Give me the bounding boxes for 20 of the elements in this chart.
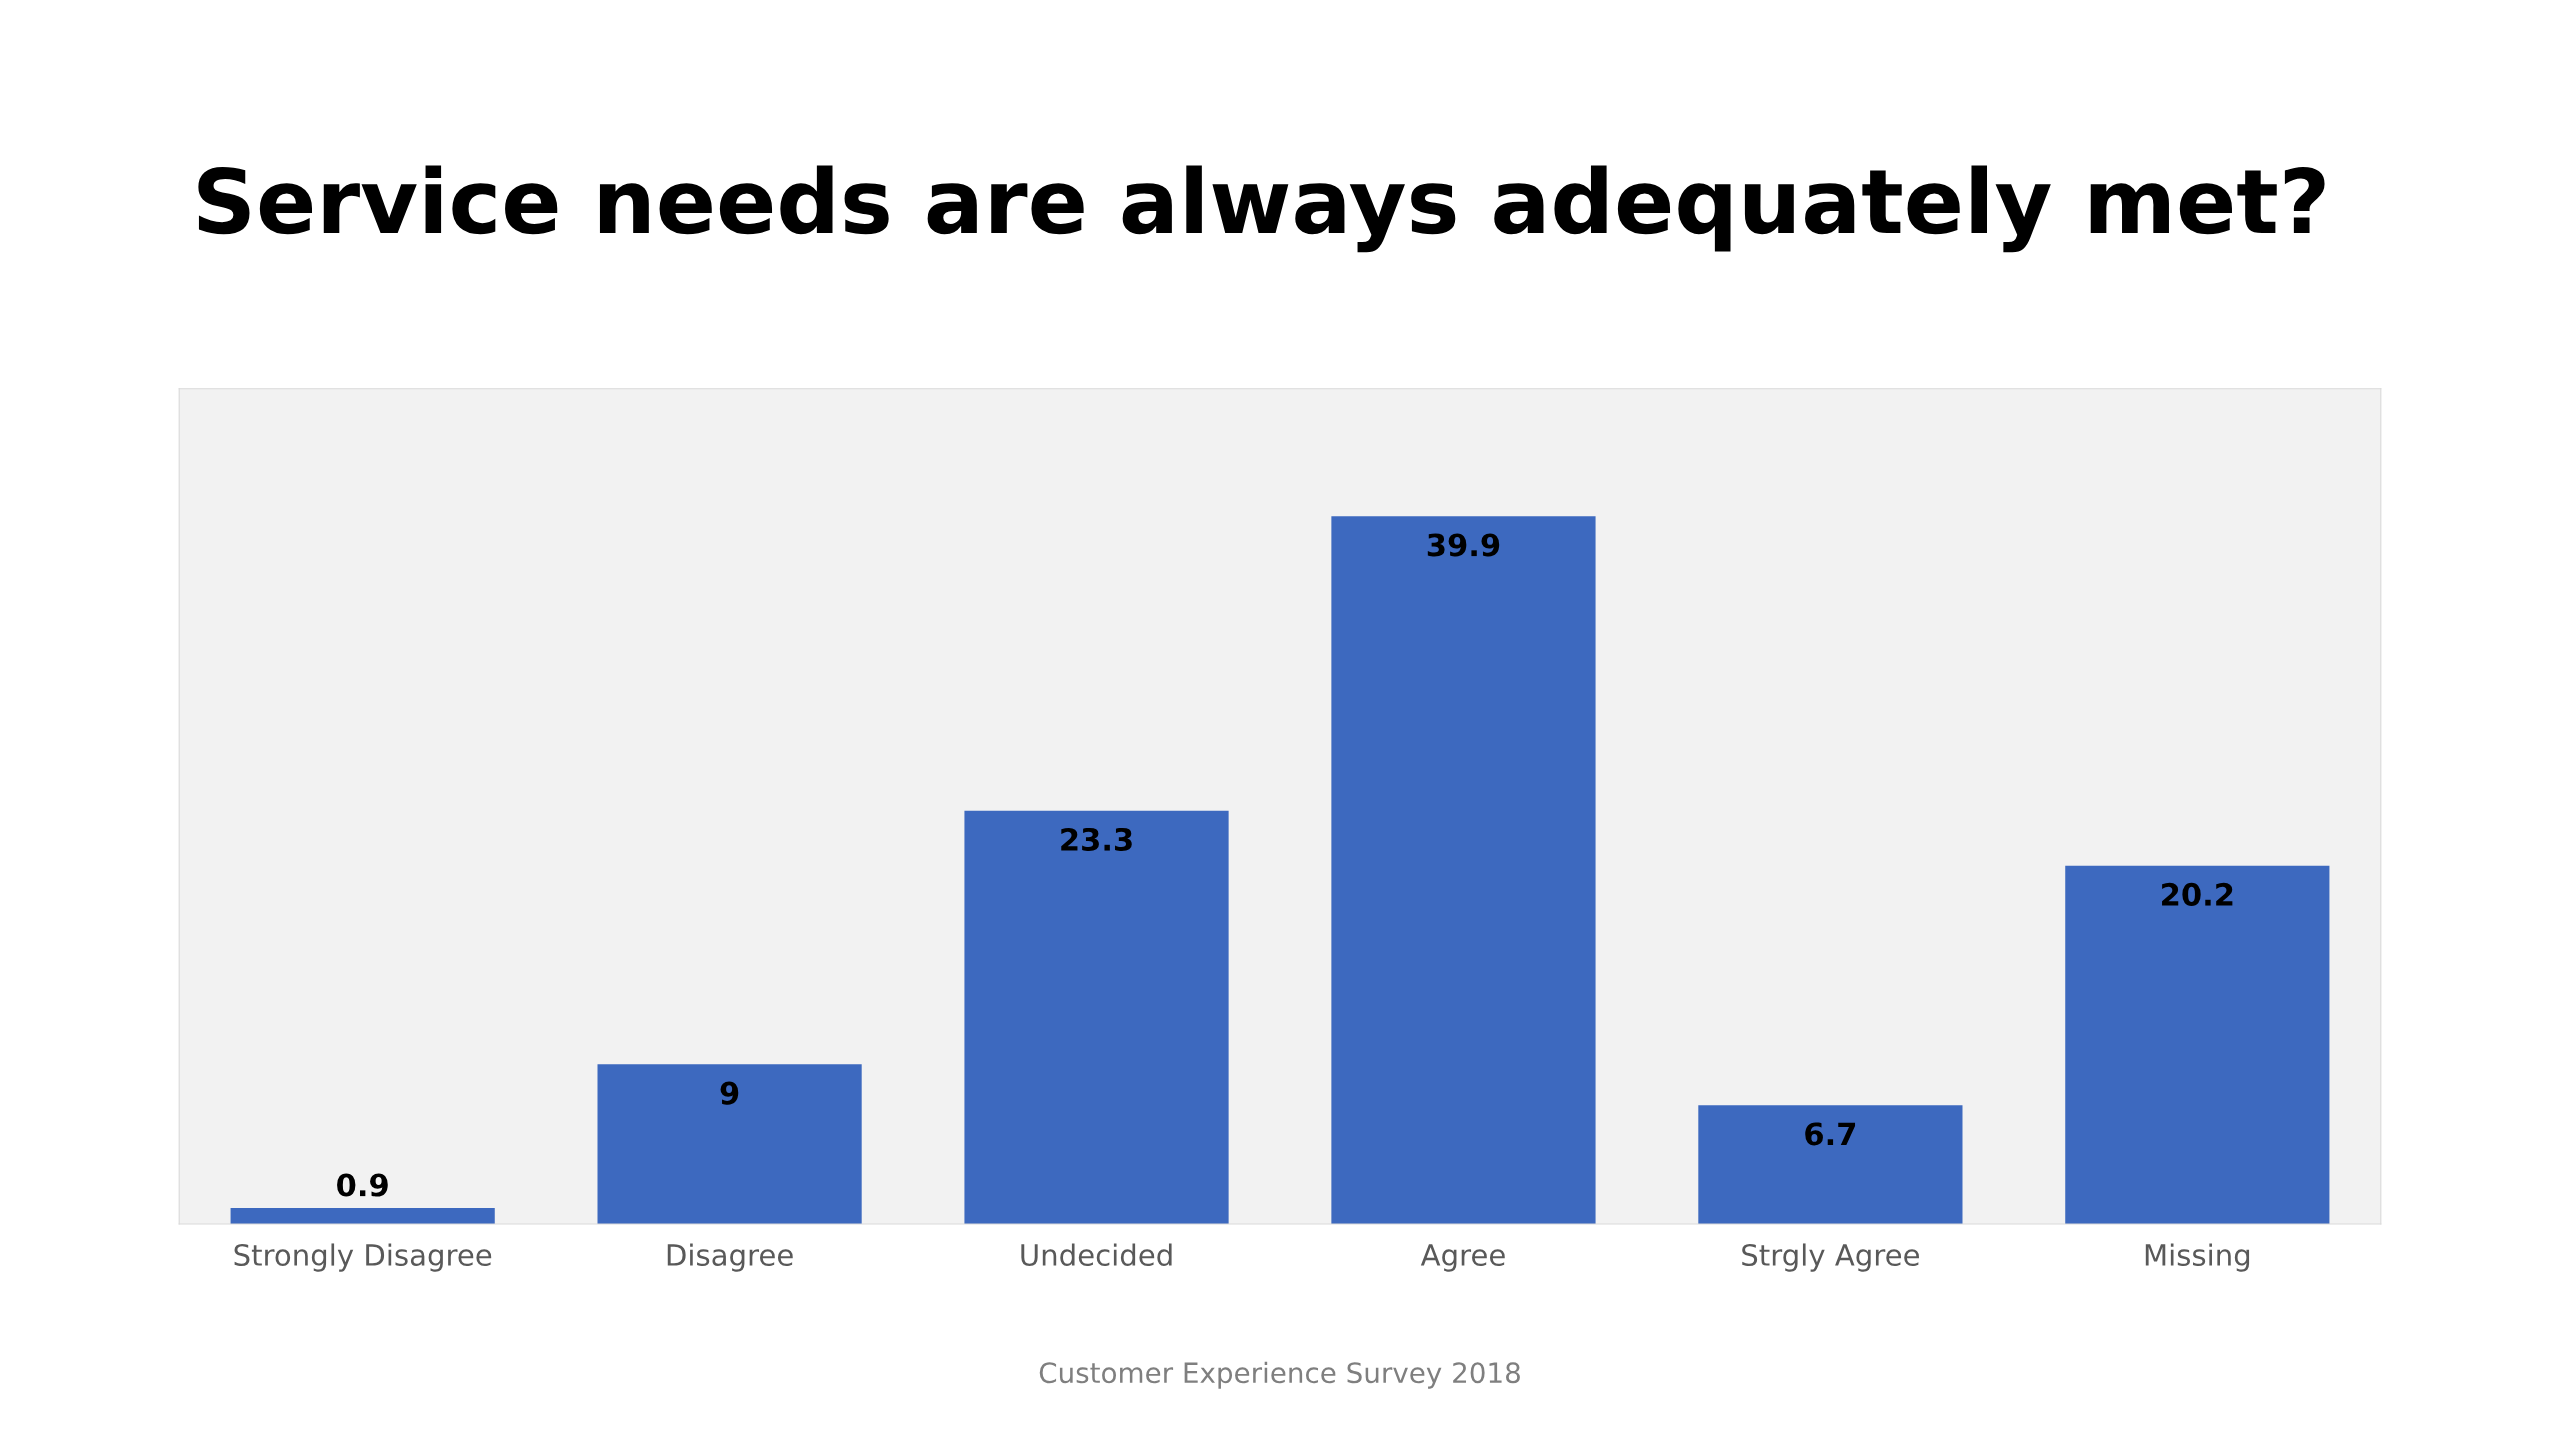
data-label: 9: [720, 1081, 739, 1105]
data-label: 20.2: [2162, 882, 2233, 906]
x-tick-label: Disagree: [667, 1243, 793, 1272]
bar: [230, 1208, 495, 1224]
bar: [964, 810, 1229, 1224]
bar: [1331, 516, 1596, 1224]
bar: [2065, 865, 2330, 1224]
x-tick-label: Missing: [2145, 1243, 2250, 1272]
data-label: 39.9: [1427, 533, 1500, 557]
data-label: 0.9: [337, 1173, 388, 1197]
data-label: 6.7: [1805, 1122, 1856, 1146]
x-tick-label: Strongly Disagree: [234, 1243, 492, 1272]
x-tick-label: Agree: [1420, 1244, 1505, 1272]
text: Customer Experience Survey 2018: [1039, 1361, 1520, 1389]
chart-title: Service needs are always adequately met?: [198, 165, 2325, 253]
x-tick-label: Undecided: [1021, 1243, 1172, 1267]
data-label: 23.3: [1061, 827, 1132, 851]
x-tick-label: Strgly Agree: [1742, 1243, 1919, 1272]
bar: [1698, 1105, 1963, 1224]
bar: [597, 1064, 862, 1224]
